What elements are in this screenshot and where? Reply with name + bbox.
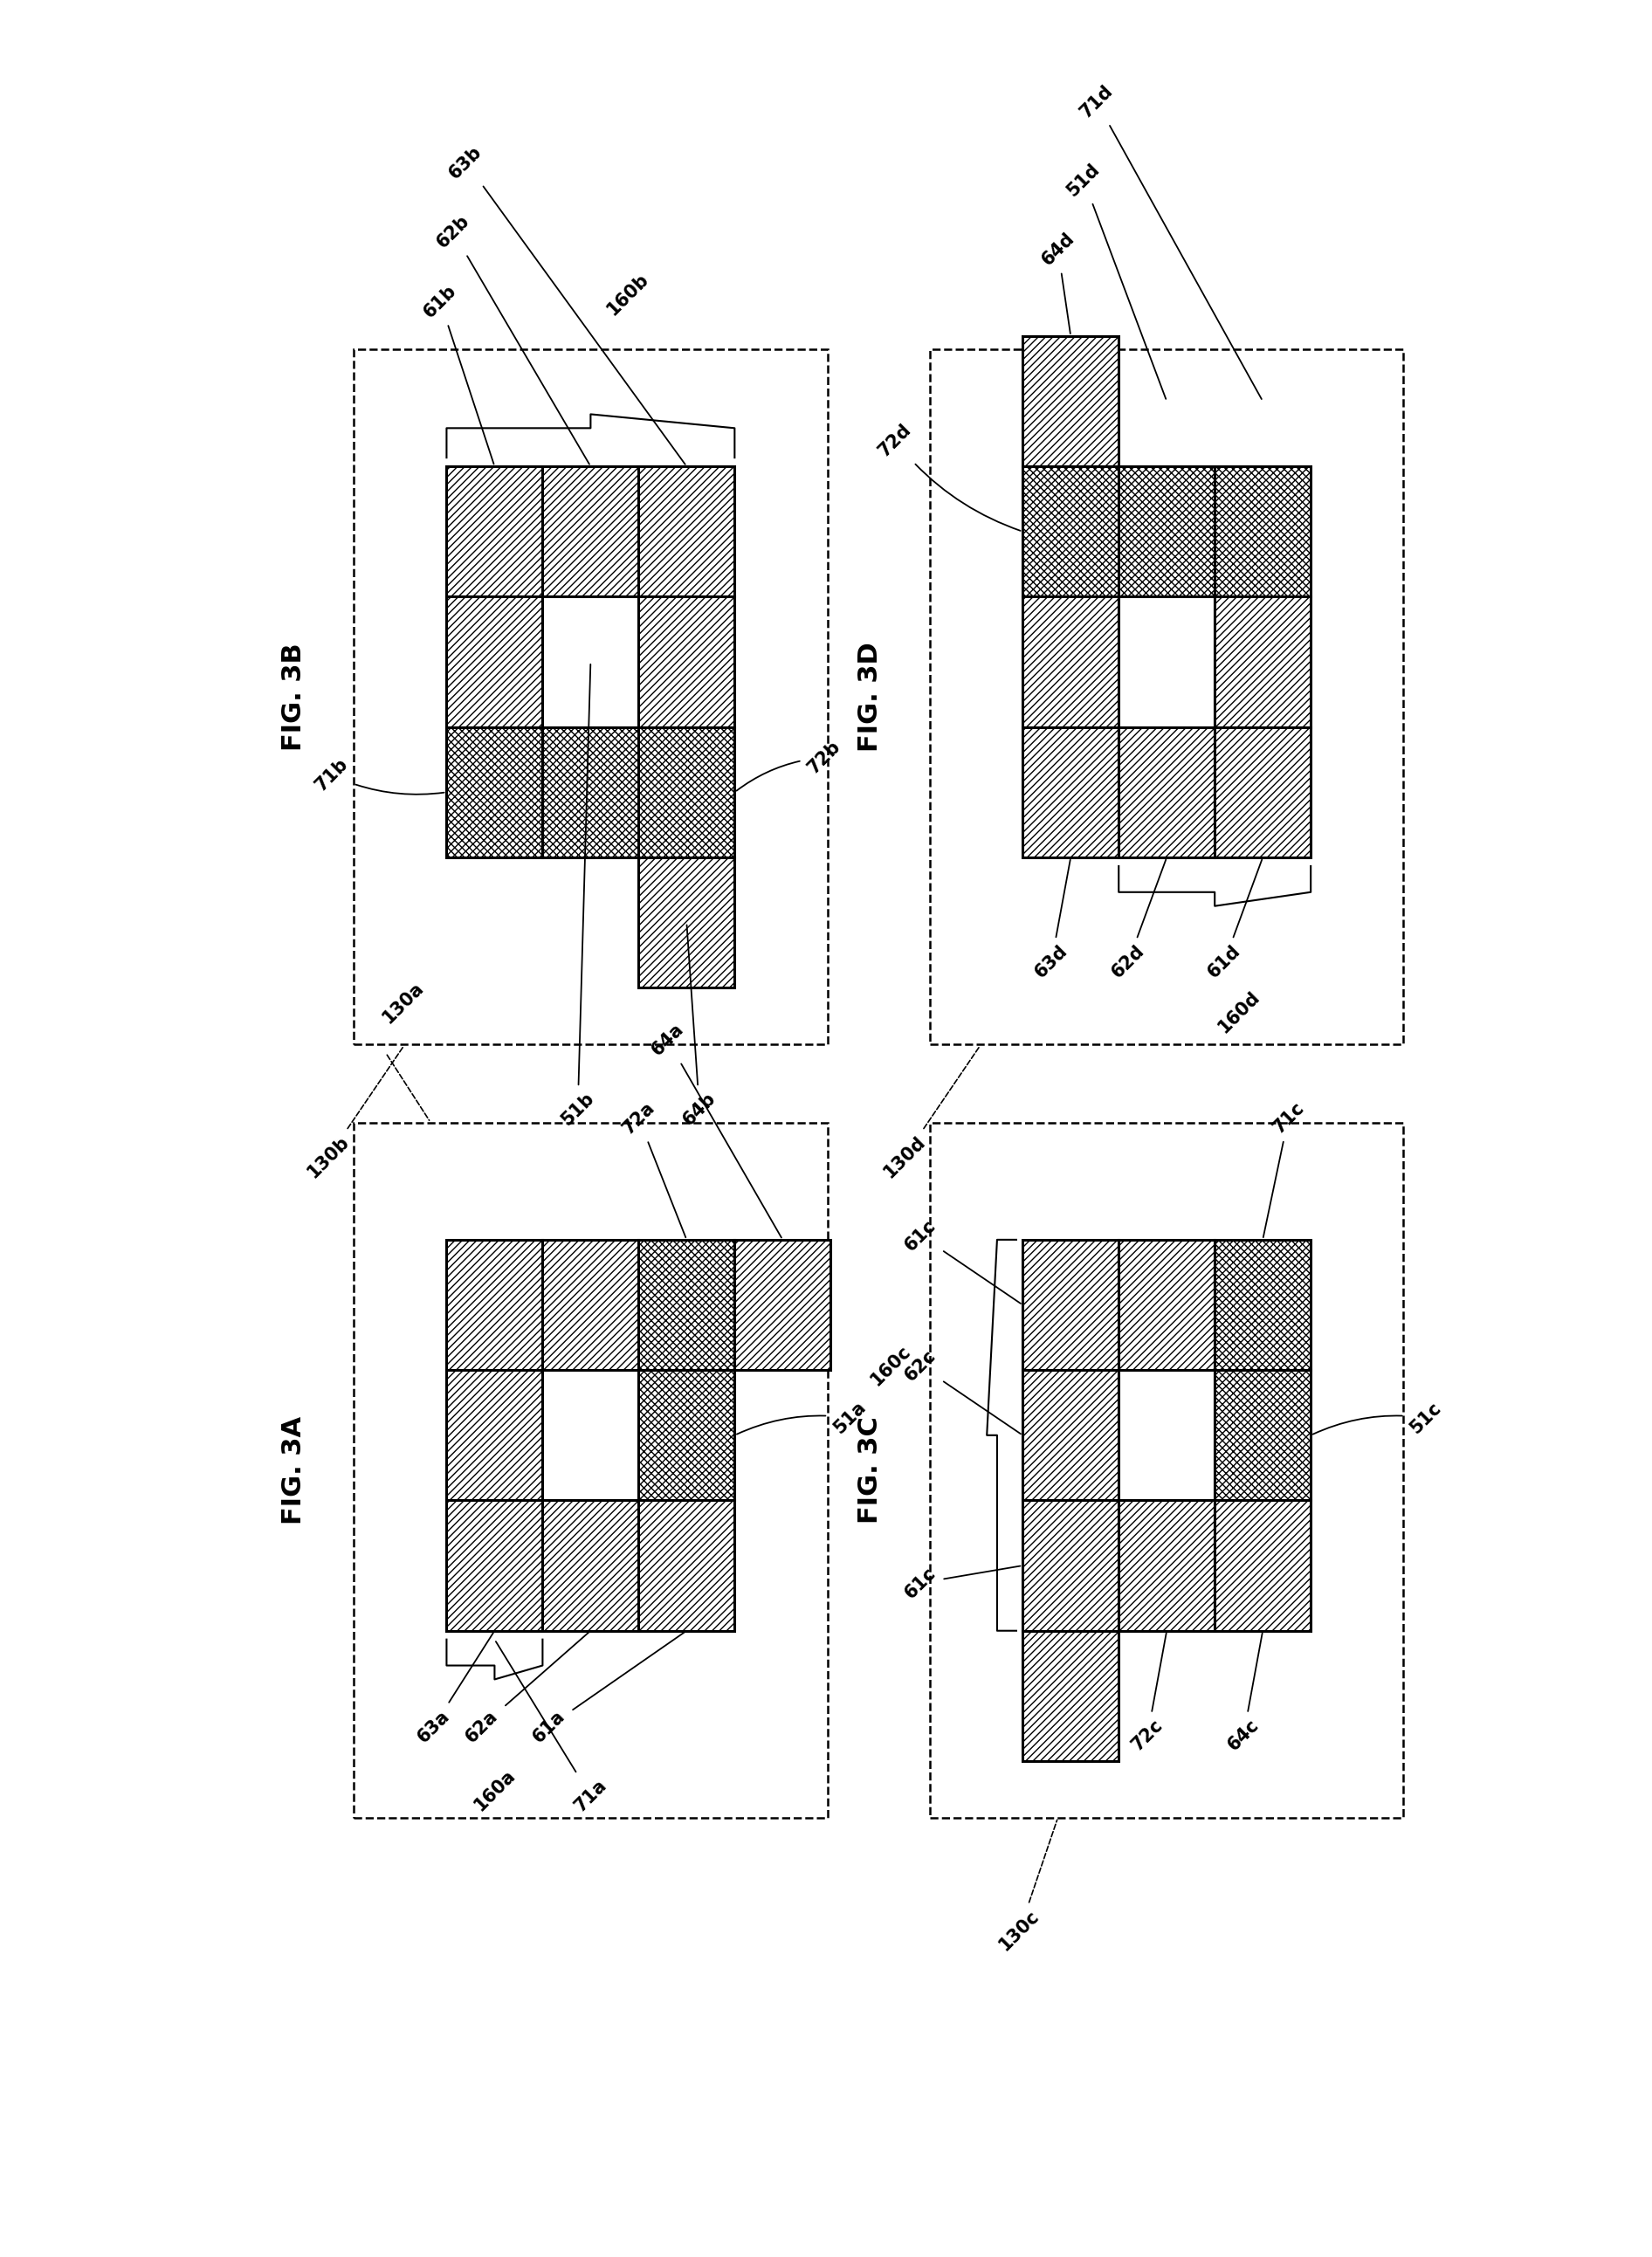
- Bar: [639, 596, 735, 727]
- Bar: [1118, 467, 1214, 596]
- Text: 71a: 71a: [496, 1641, 610, 1815]
- Bar: [446, 1501, 542, 1632]
- Bar: [639, 1239, 735, 1370]
- Bar: [639, 467, 735, 596]
- Bar: [1023, 727, 1118, 858]
- Bar: [446, 596, 542, 727]
- Bar: [735, 1239, 831, 1370]
- Text: 61a: 61a: [530, 1632, 684, 1745]
- Text: 62a: 62a: [463, 1632, 588, 1745]
- Text: 160b: 160b: [603, 271, 653, 318]
- Text: 72c: 72c: [1128, 1634, 1166, 1754]
- Bar: [639, 727, 735, 858]
- Text: 72a: 72a: [620, 1099, 686, 1237]
- Text: FIG. 3B: FIG. 3B: [281, 643, 306, 752]
- Bar: [1023, 1370, 1118, 1501]
- Text: 51c: 51c: [1313, 1399, 1446, 1438]
- Bar: [1118, 1239, 1214, 1370]
- Text: 51b: 51b: [558, 664, 598, 1128]
- Bar: [1214, 1239, 1310, 1370]
- Text: 64a: 64a: [648, 1020, 781, 1237]
- Bar: [446, 1239, 542, 1370]
- Bar: [542, 1370, 639, 1501]
- Text: 71c: 71c: [1264, 1099, 1307, 1237]
- Text: 160a: 160a: [471, 1767, 519, 1815]
- Bar: [1214, 467, 1310, 596]
- Bar: [639, 1370, 735, 1501]
- Text: 63a: 63a: [415, 1632, 494, 1745]
- Bar: [542, 467, 639, 596]
- Bar: [1023, 1239, 1118, 1370]
- Text: 130c: 130c: [996, 1819, 1057, 1955]
- Text: 63d: 63d: [1032, 860, 1070, 982]
- Bar: [1214, 1501, 1310, 1632]
- Bar: [1118, 727, 1214, 858]
- Bar: [542, 1501, 639, 1632]
- Bar: [446, 727, 542, 858]
- Bar: [930, 350, 1404, 1045]
- Text: 51a: 51a: [737, 1399, 869, 1438]
- Text: FIG. 3D: FIG. 3D: [857, 641, 882, 752]
- Text: 61d: 61d: [1204, 860, 1262, 982]
- Bar: [639, 858, 735, 989]
- Bar: [1214, 727, 1310, 858]
- Bar: [1023, 1501, 1118, 1632]
- Bar: [1118, 1370, 1214, 1501]
- Bar: [639, 1501, 735, 1632]
- Text: 62b: 62b: [433, 212, 590, 465]
- Text: 61b: 61b: [420, 282, 494, 465]
- Bar: [1023, 467, 1118, 596]
- Text: 61c: 61c: [902, 1217, 1021, 1305]
- Text: 64d: 64d: [1037, 230, 1077, 334]
- Text: 72b: 72b: [737, 738, 844, 790]
- Bar: [1023, 596, 1118, 727]
- Bar: [446, 1370, 542, 1501]
- Text: FIG. 3A: FIG. 3A: [281, 1415, 306, 1523]
- Text: 160c: 160c: [867, 1343, 914, 1388]
- Bar: [1023, 336, 1118, 467]
- Bar: [542, 1239, 639, 1370]
- Bar: [446, 467, 542, 596]
- Text: 71d: 71d: [1077, 81, 1262, 399]
- Text: 160d: 160d: [1214, 989, 1264, 1036]
- Bar: [354, 1122, 828, 1817]
- Bar: [542, 596, 639, 727]
- Text: 51d: 51d: [1064, 160, 1166, 399]
- Bar: [1214, 596, 1310, 727]
- Bar: [1023, 1632, 1118, 1760]
- Text: FIG. 3C: FIG. 3C: [857, 1417, 882, 1523]
- Bar: [1118, 1501, 1214, 1632]
- Text: 61c: 61c: [902, 1564, 1021, 1602]
- Text: 71b: 71b: [312, 756, 444, 794]
- Bar: [930, 1122, 1404, 1817]
- Bar: [1118, 596, 1214, 727]
- Text: 62d: 62d: [1108, 860, 1166, 982]
- Bar: [542, 727, 639, 858]
- Text: 64c: 64c: [1224, 1634, 1262, 1754]
- Text: 64b: 64b: [679, 925, 719, 1128]
- Text: 130d: 130d: [881, 1047, 980, 1180]
- Bar: [1214, 1370, 1310, 1501]
- Bar: [354, 350, 828, 1045]
- Text: 62c: 62c: [902, 1347, 1021, 1433]
- Text: 63b: 63b: [446, 142, 686, 465]
- Text: 130a: 130a: [380, 980, 428, 1027]
- Text: 130b: 130b: [304, 1047, 403, 1180]
- Text: 72d: 72d: [876, 420, 1021, 530]
